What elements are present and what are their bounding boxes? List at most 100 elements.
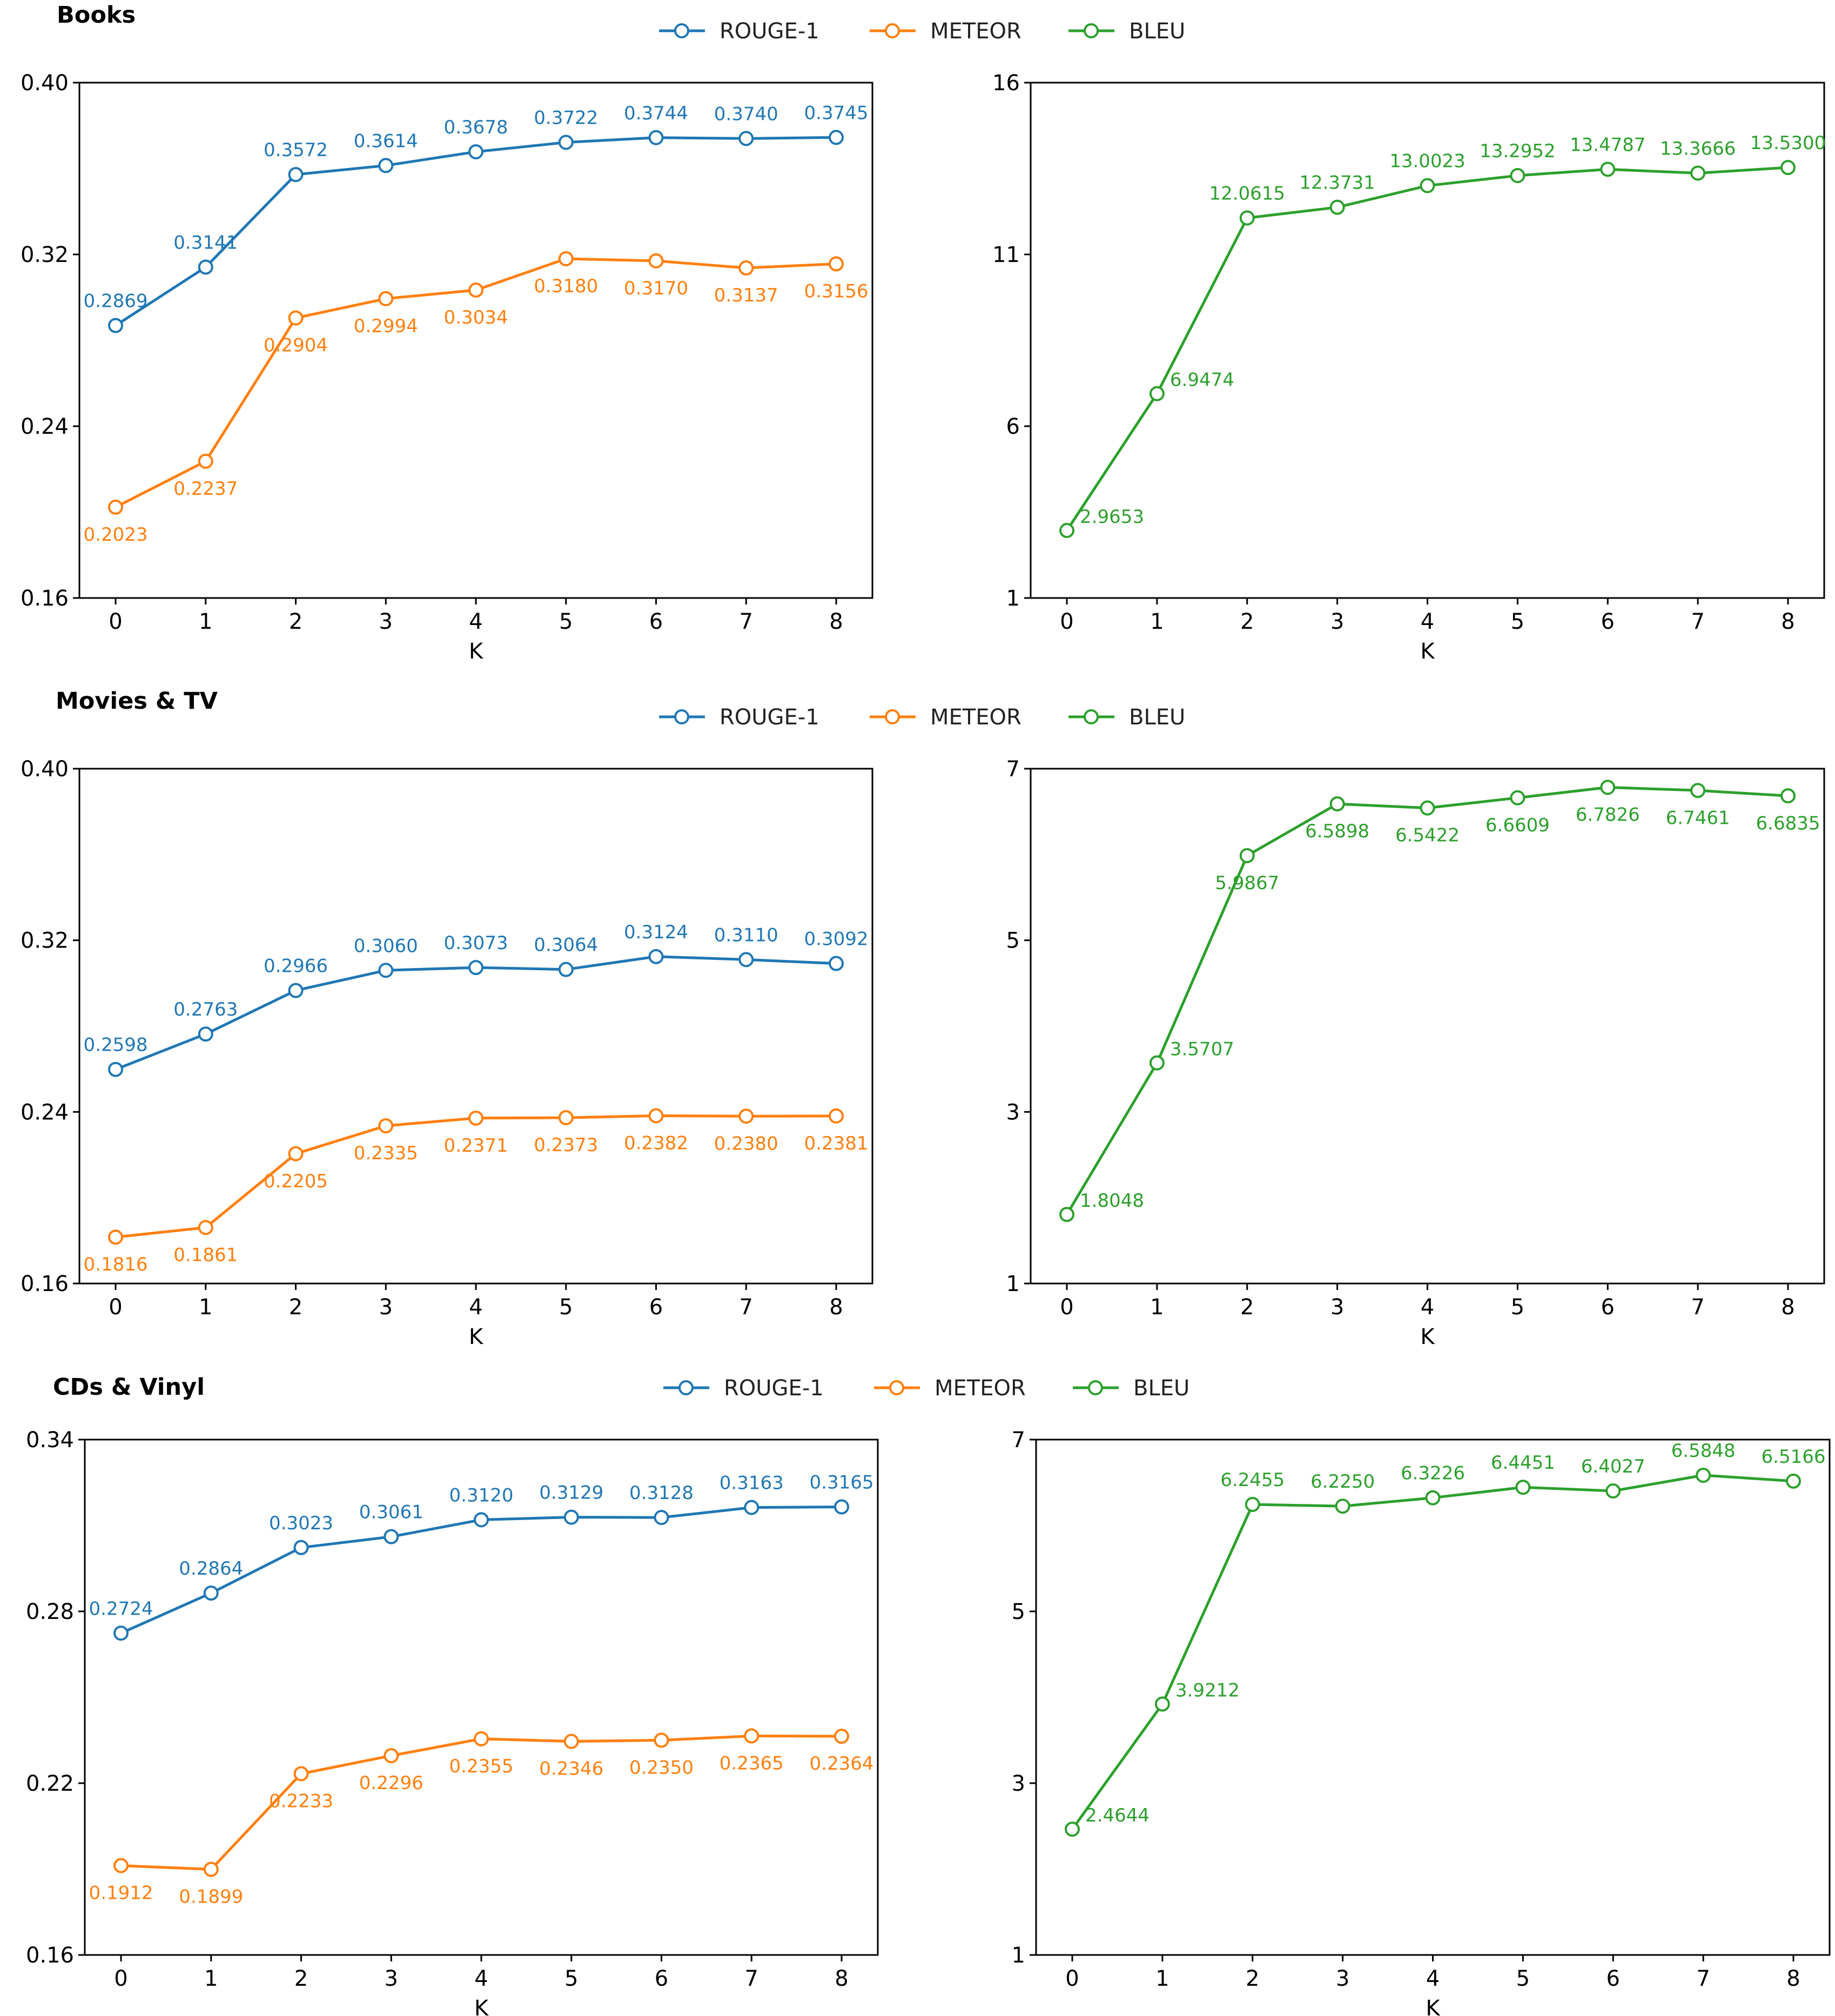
data-point-meteor [738,260,754,276]
data-label-bleu: 3.5707 [1170,1039,1234,1060]
x-tick-label: 4 [1421,609,1434,634]
data-label-rouge: 0.3163 [720,1473,784,1494]
data-point-rouge [558,135,574,150]
data-label-rouge: 0.3061 [359,1502,424,1523]
data-point-rouge [468,144,483,159]
data-label-meteor: 0.2381 [804,1133,869,1154]
data-label-meteor: 0.2365 [720,1753,784,1775]
chart-movies-tv-bleu: 1 3 5 7 0 1 2 3 4 5 6 7 8 K 1.8048 3.5707 5.9867 6.5898 6.… [1006,757,1825,1349]
series-rouge: 0.2598 0.2763 0.2966 0.3060 0.3073 0.3064 0.31… [84,922,868,1077]
x-tick-label: 6 [655,1966,668,1991]
legend-label-bleu: BLEU [1129,19,1185,44]
data-label-bleu: 6.9474 [1170,369,1234,391]
data-point-rouge [293,1540,309,1555]
data-label-meteor: 0.3137 [714,285,778,306]
data-label-rouge: 0.3128 [629,1482,694,1504]
legend-marker-rouge [678,1380,694,1395]
chart-cds-vinyl-rouge-1-meteor: 0.160.220.280.340 1 2 3 4 5 6 7 8K0.27240.28640.… [26,1428,879,2016]
x-tick-label: 5 [1516,1966,1530,1991]
data-label-rouge: 0.2763 [173,999,238,1020]
data-point-rouge [648,949,664,964]
data-point-rouge [558,962,574,977]
panel-title-books: Books [57,2,136,29]
data-point-rouge [384,1529,399,1544]
data-label-rouge: 0.2864 [179,1558,243,1580]
data-point-bleu [1696,1468,1711,1483]
y-tick-label: 5 [1006,929,1020,953]
data-label-rouge: 0.3722 [534,107,598,129]
data-point-rouge [829,956,844,971]
data-point-rouge [108,318,123,333]
series-line-bleu [1065,166,1789,532]
data-label-meteor: 0.1899 [179,1886,243,1908]
data-label-rouge: 0.3124 [624,922,688,943]
panel-title-movies-tv: Movies & TV [56,688,218,715]
data-point-meteor [378,1118,394,1134]
data-label-meteor: 0.1816 [84,1254,148,1275]
x-tick-label: 5 [559,1295,573,1320]
x-axis-label: K [1420,639,1435,664]
x-tick-label: 4 [474,1966,488,1991]
chart-cds-vinyl-bleu: 1 3 5 7 0 1 2 3 4 5 6 7 8 K 2.4644 3.9212 6.2455 6.2250 6.… [1012,1428,1831,2016]
series-meteor: 0.1816 0.1861 0.2205 0.2335 0.2371 0.2373 0.23… [84,1108,869,1275]
data-point-bleu [1329,796,1345,812]
x-tick-label: 6 [649,609,663,634]
data-label-meteor: 0.2371 [444,1135,508,1157]
y-tick-label: 0.34 [26,1428,74,1453]
x-tick-label: 2 [1240,609,1254,634]
data-label-bleu: 6.2250 [1310,1471,1375,1493]
y-tick-label: 1 [1012,1943,1025,1968]
data-point-meteor [108,1229,123,1245]
data-label-rouge: 0.3165 [810,1472,874,1494]
x-tick-label: 2 [294,1966,308,1991]
data-point-bleu [1420,800,1435,816]
data-label-rouge: 0.2966 [264,956,328,977]
x-tick-label: 0 [1065,1966,1079,1991]
y-tick-label: 11 [992,243,1020,267]
data-point-rouge [288,167,304,183]
legend-label-rouge: ROUGE-1 [720,705,819,730]
y-tick-label: 0.32 [21,243,69,267]
x-tick-label: 7 [1696,1966,1710,1991]
x-tick-label: 7 [745,1966,758,1991]
data-point-bleu [1245,1496,1260,1512]
data-point-bleu [1239,210,1255,226]
data-label-meteor: 0.2373 [534,1134,598,1156]
data-point-rouge [834,1499,849,1515]
data-label-rouge: 0.3023 [269,1513,333,1534]
data-point-meteor [829,256,844,272]
x-tick-label: 4 [1426,1966,1440,1991]
data-point-meteor [468,282,483,298]
plots: 0.160.240.320.400 1 2 3 4 5 6 7 8K0.28690.31410.… [21,71,1831,2016]
data-point-meteor [288,310,304,326]
data-point-rouge [744,1500,759,1515]
data-label-bleu: 6.7461 [1666,807,1730,829]
series-bleu: 2.4644 3.9212 6.2455 6.2250 6.3226 6.4451 6.40… [1065,1440,1826,1837]
series-line-bleu [1065,786,1789,1215]
data-point-bleu [1065,1822,1080,1837]
data-point-bleu [1780,160,1796,176]
x-tick-label: 1 [1155,1966,1169,1991]
data-label-rouge: 0.3614 [354,130,418,152]
y-tick-label: 16 [992,71,1020,96]
data-label-rouge: 0.3745 [804,102,869,124]
data-label-bleu: 13.2952 [1480,140,1556,162]
data-label-rouge: 0.2724 [89,1598,153,1619]
data-point-rouge [829,130,844,145]
x-tick-label: 1 [1150,1295,1164,1320]
data-label-bleu: 6.5166 [1762,1446,1826,1468]
data-point-meteor [648,1108,664,1124]
legend-label-rouge: ROUGE-1 [720,19,819,44]
y-tick-label: 0.24 [21,414,69,439]
plot-frame [1035,1439,1831,1956]
data-point-rouge [378,963,394,978]
data-point-bleu [1510,168,1525,184]
data-point-bleu [1600,779,1616,795]
x-tick-label: 2 [1240,1295,1254,1320]
data-label-bleu: 12.0615 [1209,183,1285,204]
data-point-rouge [563,1509,579,1525]
row-titles: Books Movies & TV CDs & Vinyl [53,2,218,1401]
